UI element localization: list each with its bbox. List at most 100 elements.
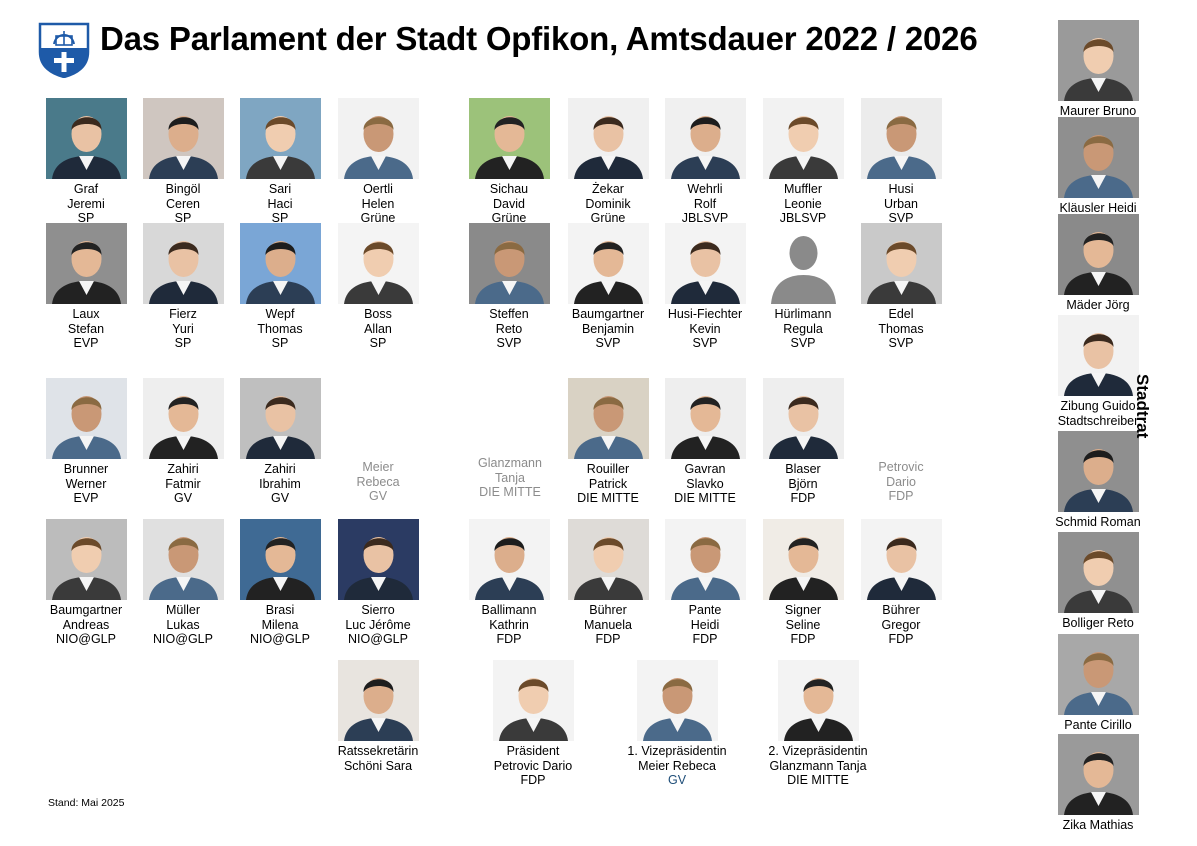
member-card: Bingöl Ceren SP	[128, 98, 238, 226]
member-party: DIE MITTE	[479, 485, 541, 499]
member-name-line: Helen	[361, 196, 395, 211]
member-photo	[142, 378, 224, 459]
portrait-photo	[567, 98, 649, 179]
member-party: SP	[271, 336, 289, 350]
member-card: Baumgartner Andreas NIO@GLP	[31, 519, 141, 647]
portrait-photo	[142, 223, 224, 304]
member-card: Wehrli Rolf JBLSVP	[650, 98, 760, 226]
member-name-line: Dominik	[585, 196, 631, 211]
portrait-photo	[239, 519, 321, 600]
member-card: Blaser Björn FDP	[748, 378, 858, 506]
member-name-line: Signer	[784, 603, 822, 617]
portrait-photo	[239, 98, 321, 179]
member-party: SP	[77, 211, 95, 225]
stadtrat-name: Mäder Jörg	[1066, 298, 1130, 312]
member-card: Muffler Leonie JBLSVP	[748, 98, 858, 226]
member-name-line: Fierz	[169, 307, 197, 321]
member-photo	[762, 98, 844, 179]
member-name-line: Ratssekretärin	[337, 744, 419, 758]
stadtrat-card: Schmid Roman	[1048, 431, 1148, 530]
member-party: FDP	[790, 632, 816, 646]
member-photo	[664, 519, 746, 600]
portrait-photo	[860, 519, 942, 600]
member-name-line: Laux	[72, 307, 100, 321]
member-photo	[468, 519, 550, 600]
member-photo	[567, 223, 649, 304]
member-name-line: Muffler	[784, 182, 822, 196]
member-party: Grüne	[590, 211, 626, 225]
member-party: FDP	[595, 632, 621, 646]
member-name-line: Wepf	[265, 307, 295, 321]
member-photo	[337, 660, 419, 741]
member-card: Edel Thomas SVP	[846, 223, 956, 351]
member-name-line: Leonie	[784, 196, 822, 211]
member-card: Fierz Yuri SP	[128, 223, 238, 351]
member-name-line: Dario	[886, 474, 916, 489]
member-name-line: Brasi	[265, 603, 295, 617]
member-name-line: Graf	[73, 182, 99, 196]
portrait-photo	[1057, 634, 1139, 715]
stadtrat-card: Maurer Bruno	[1048, 20, 1148, 119]
member-photo	[45, 519, 127, 600]
member-photo	[777, 660, 859, 741]
portrait-photo	[664, 98, 746, 179]
portrait-photo	[468, 98, 550, 179]
member-name-line: Żekar	[592, 182, 624, 196]
member-name-line: Petrovic	[878, 460, 924, 474]
stadtrat-photo	[1057, 634, 1139, 715]
portrait-photo	[1057, 532, 1139, 613]
member-name-line: Baumgartner	[571, 307, 645, 321]
member-photo	[567, 519, 649, 600]
member-party: NIO@GLP	[250, 632, 310, 646]
member-card: 2. Vizepräsidentin Glanzmann Tanja DIE MIT…	[763, 660, 873, 788]
member-name-line: Hürlimann	[774, 307, 832, 321]
stadtrat-name: Zika Mathias	[1062, 818, 1134, 832]
member-photo	[860, 98, 942, 179]
member-card: Sierro Luc Jérôme NIO@GLP	[323, 519, 433, 647]
portrait-photo	[1057, 315, 1139, 396]
member-photo	[142, 519, 224, 600]
opfikon-coat-of-arms-logo	[38, 22, 90, 78]
stand-date: Stand: Mai 2025	[48, 797, 125, 809]
member-name-line: Seline	[785, 617, 821, 632]
stadtrat-card: Mäder Jörg	[1048, 214, 1148, 313]
member-photo	[762, 378, 844, 459]
member-card: Husi-Fiechter Kevin SVP	[650, 223, 760, 351]
member-name-line: Haci	[267, 196, 293, 211]
member-card: Ratssekretärin Schöni Sara	[323, 660, 433, 773]
member-party: DIE MITTE	[787, 773, 849, 787]
member-photo	[239, 378, 321, 459]
member-name-line: Schöni Sara	[343, 758, 413, 773]
member-name-line: Meier Rebeca	[638, 758, 716, 773]
member-party: SP	[369, 336, 387, 350]
member-photo	[142, 223, 224, 304]
member-name-line: Präsident	[506, 744, 560, 758]
member-name-line: Blaser	[785, 462, 821, 476]
member-name-line: Sari	[268, 182, 292, 196]
member-name-line: Glanzmann Tanja	[769, 758, 867, 773]
person-placeholder-icon	[762, 223, 844, 304]
member-party: GV	[368, 489, 388, 503]
member-name-line: Thomas	[878, 321, 924, 336]
member-name-line: Kevin	[689, 321, 721, 336]
stadtrat-name: Kläusler Heidi	[1059, 201, 1137, 215]
member-name-line: Baumgartner	[49, 603, 123, 617]
stadtrat-name: Pante Cirillo	[1064, 718, 1132, 732]
member-party: GV	[667, 773, 687, 787]
member-name-line: Heidi	[690, 617, 720, 632]
member-photo	[45, 378, 127, 459]
member-name-line: Thomas	[257, 321, 303, 336]
member-card: Sichau David Grüne	[454, 98, 564, 226]
member-name-line: David	[493, 196, 525, 211]
member-card: Boss Allan SP	[323, 223, 433, 351]
member-photo	[860, 223, 942, 304]
member-photo	[567, 378, 649, 459]
member-card: Oertli Helen Grüne	[323, 98, 433, 226]
member-card: Husi Urban SVP	[846, 98, 956, 226]
member-party: SVP	[888, 336, 914, 350]
member-name-line: Jeremi	[67, 196, 105, 211]
member-name-line: Tanja	[495, 470, 525, 485]
member-party: FDP	[888, 489, 914, 503]
member-photo	[664, 223, 746, 304]
member-name-line: Kathrin	[489, 617, 529, 632]
